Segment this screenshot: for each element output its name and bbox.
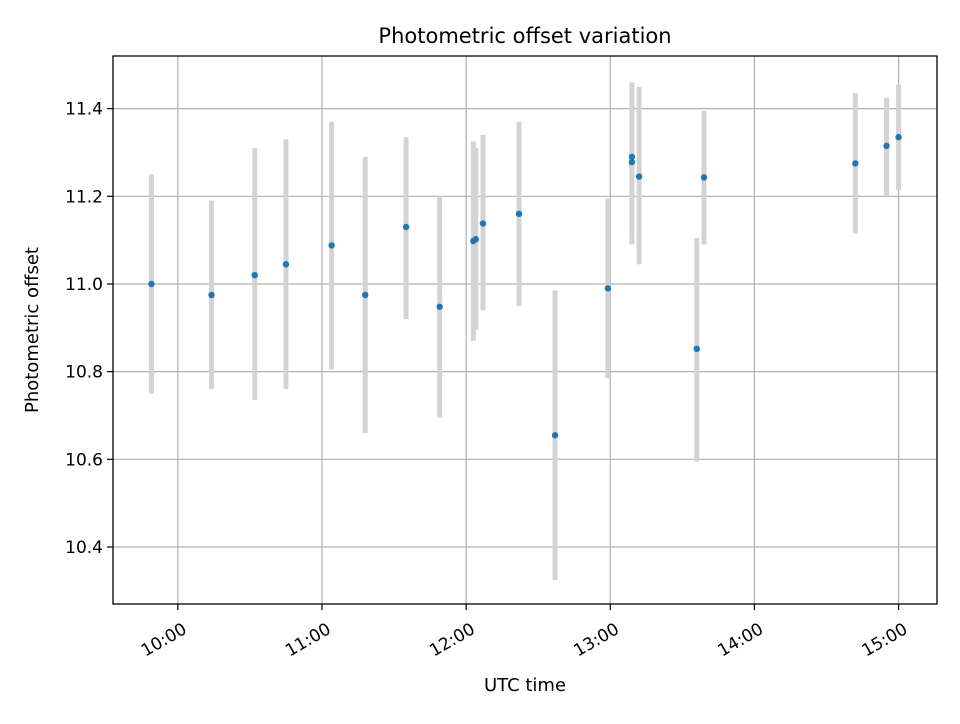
- data-point: [628, 153, 636, 161]
- data-point: [700, 174, 708, 181]
- data-point: [895, 133, 902, 141]
- y-tick-label: 10.6: [65, 450, 103, 470]
- y-tick-label: 10.4: [65, 538, 103, 558]
- data-point: [551, 432, 559, 439]
- data-point: [628, 158, 636, 166]
- y-tick-label: 10.8: [65, 363, 103, 383]
- data-point: [362, 291, 369, 299]
- data-point: [436, 303, 443, 310]
- data-point: [479, 220, 487, 227]
- data-points: [148, 133, 902, 439]
- data-point: [515, 210, 523, 218]
- x-axis-label: UTC time: [484, 675, 566, 696]
- chart-title: Photometric offset variation: [378, 24, 671, 48]
- data-point: [251, 272, 258, 279]
- y-tick-label: 11.4: [65, 100, 103, 120]
- y-tick-label: 11.0: [65, 275, 103, 295]
- y-tick-label: 11.2: [65, 187, 103, 207]
- data-point: [635, 173, 643, 180]
- data-point: [402, 223, 410, 231]
- data-point: [693, 345, 700, 353]
- data-point: [328, 242, 335, 249]
- data-point: [148, 280, 155, 288]
- y-axis-label: Photometric offset: [22, 247, 43, 413]
- data-point: [883, 142, 890, 150]
- data-point: [282, 261, 290, 268]
- data-point: [852, 160, 859, 167]
- plot-frame: [112, 55, 938, 605]
- data-point: [472, 236, 479, 243]
- data-point: [604, 285, 612, 292]
- data-point: [208, 291, 215, 299]
